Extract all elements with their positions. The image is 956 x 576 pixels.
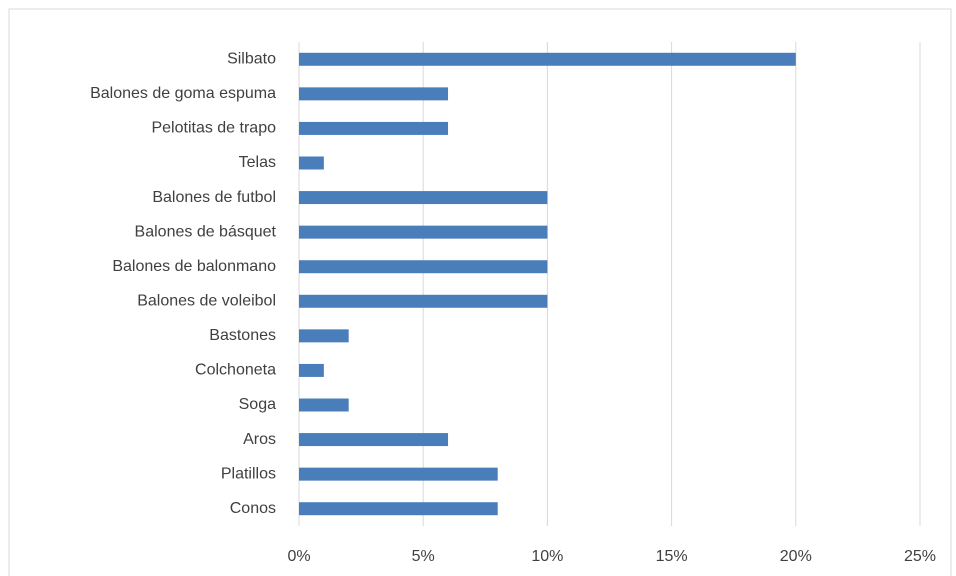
bar [299,52,796,66]
bar [299,363,324,377]
y-tick-label: Pelotitas de trapo [151,120,276,137]
bar [299,225,548,239]
y-tick-label: Balones de básquet [135,223,277,240]
y-tick-label: Soga [239,396,276,413]
x-tick-label: 20% [780,548,812,565]
bar [299,156,324,170]
bar [299,502,498,516]
x-tick-label: 0% [287,548,310,565]
bar [299,87,449,101]
x-tick-label: 10% [531,548,563,565]
bar [299,329,349,343]
x-tick-label: 5% [412,548,435,565]
y-tick-label: Aros [243,431,276,448]
y-tick-label: Colchoneta [195,362,276,379]
bar [299,260,548,274]
bar [299,433,449,447]
y-tick-label: Balones de futbol [152,189,276,206]
x-tick-label: 25% [904,548,936,565]
y-tick-label: Silbato [227,51,276,68]
y-tick-label: Conos [230,500,276,517]
bar [299,398,349,412]
y-tick-label: Bastones [209,327,276,344]
bar [299,121,449,135]
x-tick-label: 15% [656,548,688,565]
y-tick-label: Balones de goma espuma [90,85,276,102]
y-tick-label: Balones de balonmano [112,258,276,275]
bar [299,294,548,308]
y-tick-label: Balones de voleibol [137,293,276,310]
bar [299,191,548,205]
y-tick-label: Platillos [221,465,276,482]
chart-border [8,8,952,576]
y-tick-label: Telas [239,154,276,171]
bar [299,467,498,481]
